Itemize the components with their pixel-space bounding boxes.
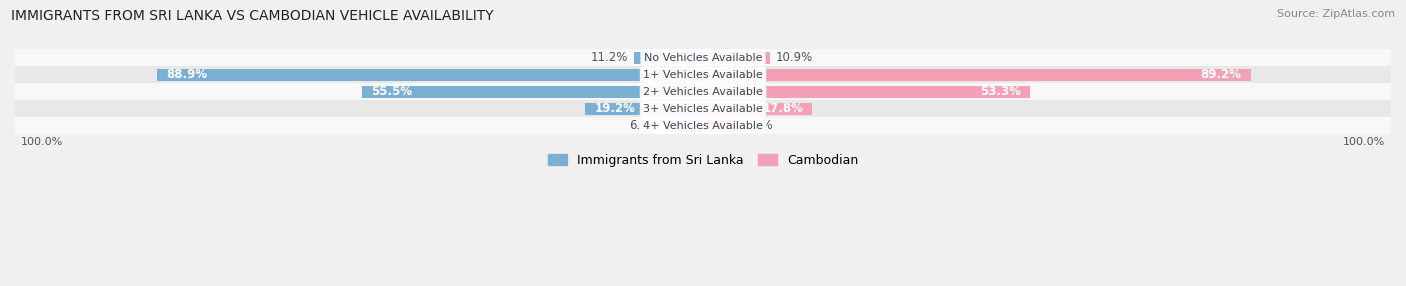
Bar — [703, 120, 737, 132]
Text: 1+ Vehicles Available: 1+ Vehicles Available — [643, 70, 763, 80]
Bar — [703, 86, 1031, 98]
Bar — [15, 84, 1391, 100]
Text: 17.8%: 17.8% — [762, 102, 803, 115]
Legend: Immigrants from Sri Lanka, Cambodian: Immigrants from Sri Lanka, Cambodian — [543, 149, 863, 172]
Text: 10.9%: 10.9% — [776, 51, 813, 64]
Text: 3+ Vehicles Available: 3+ Vehicles Available — [643, 104, 763, 114]
Text: Source: ZipAtlas.com: Source: ZipAtlas.com — [1277, 9, 1395, 19]
Bar — [665, 120, 703, 132]
Bar — [15, 49, 1391, 66]
Text: No Vehicles Available: No Vehicles Available — [644, 53, 762, 63]
Text: 19.2%: 19.2% — [595, 102, 636, 115]
Bar — [634, 52, 703, 64]
Bar — [703, 69, 1251, 81]
Text: 88.9%: 88.9% — [166, 68, 207, 81]
Text: 100.0%: 100.0% — [1343, 137, 1385, 147]
Bar — [703, 52, 770, 64]
Bar — [703, 103, 813, 115]
Text: 11.2%: 11.2% — [591, 51, 628, 64]
Text: 100.0%: 100.0% — [21, 137, 63, 147]
Text: 89.2%: 89.2% — [1201, 68, 1241, 81]
Text: 4+ Vehicles Available: 4+ Vehicles Available — [643, 121, 763, 131]
Text: 55.5%: 55.5% — [371, 85, 412, 98]
Text: IMMIGRANTS FROM SRI LANKA VS CAMBODIAN VEHICLE AVAILABILITY: IMMIGRANTS FROM SRI LANKA VS CAMBODIAN V… — [11, 9, 494, 23]
Text: 6.1%: 6.1% — [630, 119, 659, 132]
Bar — [585, 103, 703, 115]
Text: 2+ Vehicles Available: 2+ Vehicles Available — [643, 87, 763, 97]
Text: 5.5%: 5.5% — [742, 119, 772, 132]
Bar — [157, 69, 703, 81]
Bar — [363, 86, 703, 98]
Bar — [15, 100, 1391, 117]
Bar — [15, 66, 1391, 83]
Text: 53.3%: 53.3% — [980, 85, 1021, 98]
Bar — [15, 117, 1391, 134]
